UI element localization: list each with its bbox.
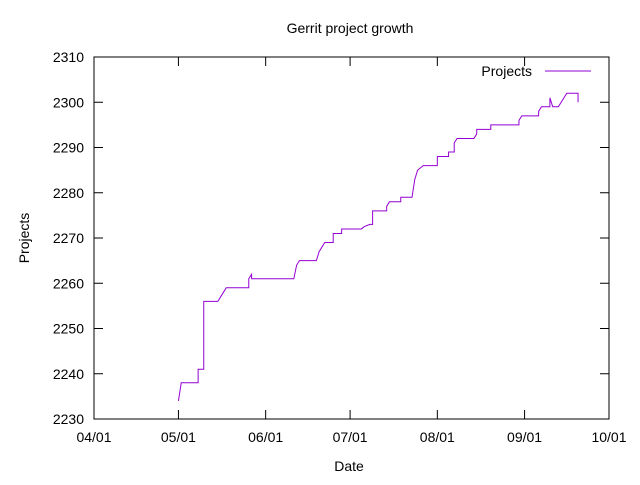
legend-label: Projects [481, 63, 532, 79]
plot-frame [93, 56, 610, 420]
y-tick-label: 2260 [53, 275, 84, 291]
y-tick-label: 2270 [53, 230, 84, 246]
x-tick-label: 04/01 [76, 429, 111, 445]
x-tick-label: 05/01 [161, 429, 196, 445]
y-tick-label: 2300 [53, 94, 84, 110]
y-tick-label: 2290 [53, 140, 84, 156]
y-tick-label: 2230 [53, 411, 84, 427]
x-tick-label: 06/01 [248, 429, 283, 445]
x-tick-label: 10/01 [591, 429, 626, 445]
axis-ticks: 2230 2240 2250 2260 2270 2280 2290 2300 2310 04/0… [53, 49, 627, 445]
x-tick-label: 07/01 [333, 429, 368, 445]
x-tick-label: 09/01 [507, 429, 542, 445]
y-tick-label: 2240 [53, 366, 84, 382]
y-tick-label: 2310 [53, 49, 84, 65]
legend: Projects [481, 63, 591, 79]
series-line-projects [177, 92, 579, 401]
x-tick-label: 08/01 [420, 429, 455, 445]
y-tick-label: 2250 [53, 321, 84, 337]
x-axis-label: Date [334, 458, 364, 474]
y-axis-label: Projects [16, 213, 32, 264]
plot-lines [177, 92, 579, 401]
chart-title: Gerrit project growth [287, 20, 414, 36]
y-tick-label: 2280 [53, 185, 84, 201]
